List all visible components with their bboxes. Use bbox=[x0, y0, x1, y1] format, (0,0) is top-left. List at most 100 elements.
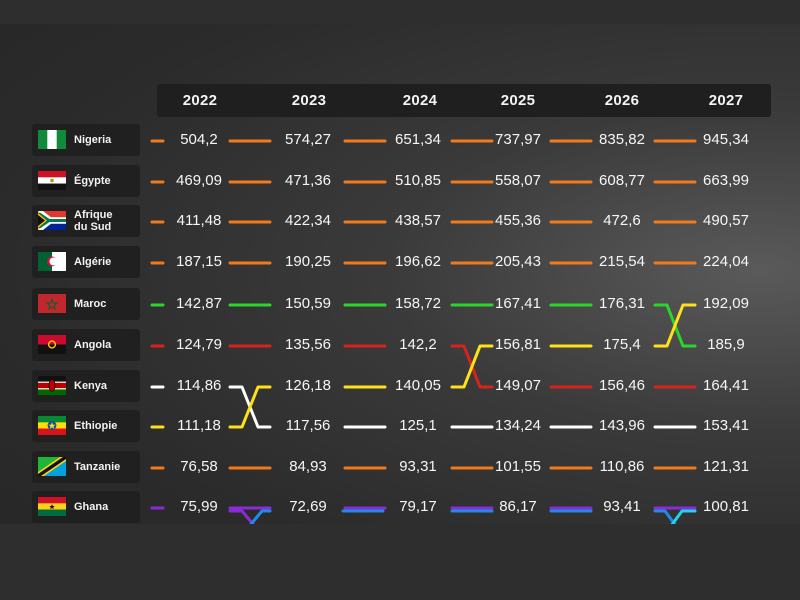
value-label: 945,34 bbox=[703, 131, 749, 148]
value-label: 167,41 bbox=[495, 295, 541, 312]
value-label: 75,99 bbox=[180, 498, 218, 515]
country-name: Tanzanie bbox=[74, 461, 121, 473]
rank-swap-7-0 bbox=[228, 385, 272, 429]
value-label: 472,6 bbox=[603, 212, 641, 229]
value-label: 663,99 bbox=[703, 172, 749, 189]
country-name: Nigeria bbox=[74, 134, 112, 146]
value-label: 156,81 bbox=[495, 336, 541, 353]
country-name: Angola bbox=[74, 339, 112, 351]
value-label: 158,72 bbox=[395, 295, 441, 312]
value-label: 140,05 bbox=[395, 377, 441, 394]
country-name: Algérie bbox=[74, 256, 112, 268]
country-label-maroc: Maroc bbox=[32, 288, 140, 320]
value-label: 117,56 bbox=[285, 417, 331, 434]
frame-bottom-band bbox=[0, 524, 800, 600]
year-header-2025: 2025 bbox=[500, 92, 536, 109]
value-label: 111,18 bbox=[177, 417, 221, 434]
country-name: Égypte bbox=[74, 175, 111, 187]
country-name: Kenya bbox=[74, 380, 108, 392]
country-label-égypte: Égypte bbox=[32, 165, 140, 197]
value-label: 651,34 bbox=[395, 131, 441, 148]
value-label: 143,96 bbox=[599, 417, 645, 434]
value-label: 455,36 bbox=[495, 212, 541, 229]
value-label: 149,07 bbox=[495, 377, 541, 394]
value-label: 185,9 bbox=[707, 336, 745, 353]
country-label-angola: Angola bbox=[32, 329, 140, 361]
value-label: 135,56 bbox=[285, 336, 331, 353]
dz-flag bbox=[38, 252, 66, 271]
value-label: 121,31 bbox=[703, 458, 749, 475]
value-label: 175,4 bbox=[603, 336, 641, 353]
gh-flag bbox=[38, 497, 66, 516]
za-flag bbox=[38, 211, 66, 230]
value-label: 142,87 bbox=[176, 295, 222, 312]
country-name: Ghana bbox=[74, 501, 109, 513]
rank-swap-6-2 bbox=[450, 344, 494, 389]
frame-top-band bbox=[0, 0, 800, 24]
country-label-nigeria: Nigeria bbox=[32, 124, 140, 156]
country-label-ghana: Ghana bbox=[32, 491, 140, 523]
value-label: 411,48 bbox=[176, 212, 222, 229]
value-label: 84,93 bbox=[289, 458, 327, 475]
value-label: 93,31 bbox=[399, 458, 437, 475]
et-flag bbox=[38, 416, 66, 435]
value-label: 124,79 bbox=[176, 336, 222, 353]
value-label: 142,2 bbox=[399, 336, 437, 353]
value-label: 110,86 bbox=[599, 458, 645, 475]
value-label: 100,81 bbox=[703, 498, 749, 515]
value-label: 114,86 bbox=[176, 377, 222, 394]
year-header-bar bbox=[157, 84, 771, 117]
value-label: 608,77 bbox=[599, 172, 645, 189]
value-label: 150,59 bbox=[285, 295, 331, 312]
year-header-2022: 2022 bbox=[182, 92, 218, 109]
value-label: 215,54 bbox=[599, 253, 645, 270]
year-header-2023: 2023 bbox=[291, 92, 327, 109]
value-label: 737,97 bbox=[495, 131, 541, 148]
value-label: 93,41 bbox=[603, 498, 641, 515]
ao-flag bbox=[38, 335, 66, 354]
ng-flag bbox=[38, 130, 66, 149]
value-label: 422,34 bbox=[285, 212, 331, 229]
value-label: 471,36 bbox=[285, 172, 331, 189]
country-label-ethiopie: Ethiopie bbox=[32, 410, 140, 442]
value-label: 192,09 bbox=[703, 295, 749, 312]
value-label: 126,18 bbox=[285, 377, 331, 394]
value-label: 79,17 bbox=[399, 498, 437, 515]
value-label: 125,1 bbox=[399, 417, 437, 434]
value-label: 196,62 bbox=[395, 253, 441, 270]
value-label: 176,31 bbox=[599, 295, 645, 312]
rank-swap-5-4 bbox=[653, 303, 697, 348]
value-label: 469,09 bbox=[176, 172, 222, 189]
value-label: 558,07 bbox=[495, 172, 541, 189]
country-label-afrique-du-sud: Afrique du Sud bbox=[32, 205, 140, 237]
value-label: 86,17 bbox=[499, 498, 537, 515]
country-label-tanzanie: Tanzanie bbox=[32, 451, 140, 483]
value-label: 164,41 bbox=[703, 377, 749, 394]
value-label: 187,15 bbox=[176, 253, 222, 270]
value-label: 72,69 bbox=[289, 498, 327, 515]
country-name: Afrique du Sud bbox=[74, 209, 113, 233]
value-label: 101,55 bbox=[495, 458, 541, 475]
value-label: 224,04 bbox=[703, 253, 749, 270]
country-name: Maroc bbox=[74, 298, 107, 310]
value-label: 134,24 bbox=[495, 417, 541, 434]
value-label: 190,25 bbox=[285, 253, 331, 270]
ke-flag bbox=[38, 376, 66, 395]
ma-flag bbox=[38, 294, 66, 313]
country-name: Ethiopie bbox=[74, 420, 118, 432]
value-label: 490,57 bbox=[703, 212, 749, 229]
value-label: 156,46 bbox=[599, 377, 645, 394]
connector-partial-cyan bbox=[666, 509, 697, 532]
country-label-kenya: Kenya bbox=[32, 370, 140, 402]
year-header-2024: 2024 bbox=[402, 92, 438, 109]
value-label: 76,58 bbox=[180, 458, 218, 475]
eg-flag bbox=[38, 171, 66, 190]
value-label: 153,41 bbox=[703, 417, 749, 434]
tz-flag bbox=[38, 457, 66, 476]
value-label: 438,57 bbox=[395, 212, 441, 229]
value-label: 504,2 bbox=[180, 131, 218, 148]
value-label: 205,43 bbox=[495, 253, 541, 270]
value-label: 574,27 bbox=[285, 131, 331, 148]
